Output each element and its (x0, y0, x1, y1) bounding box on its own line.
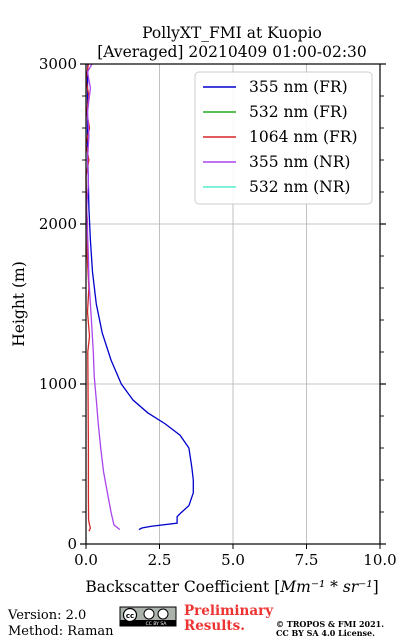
y-tick-label: 2000 (39, 215, 77, 233)
y-tick-label: 3000 (39, 55, 77, 73)
x-tick-label: 7.5 (295, 551, 319, 569)
x-axis-label-prefix: Backscatter Coefficient [ (85, 578, 280, 596)
method-text: Method: Raman (8, 624, 114, 639)
x-axis-label-suffix: ] (373, 578, 379, 596)
cc-license-icon: cc CC BY SA (119, 606, 177, 627)
cc-license-badge-text: CC BY SA (146, 621, 168, 627)
x-tick-label: 0.0 (74, 551, 98, 569)
legend-label-1: 532 nm (FR) (249, 103, 348, 121)
y-tick-label: 0 (67, 535, 77, 553)
legend-label-4: 532 nm (NR) (249, 178, 350, 196)
preliminary-line1: Preliminary (184, 603, 274, 619)
axis-ticks: 0.0 2.5 5.0 7.5 10.0 0 1000 2000 3000 (39, 55, 397, 569)
chart-title: PollyXT_FMI at Kuopio (142, 24, 322, 42)
series-line-0 (86, 63, 194, 531)
version-text: Version: 2.0 (7, 608, 86, 623)
copyright-line1: © TROPOS & FMI 2021. (276, 619, 384, 629)
x-tick-label: 2.5 (148, 551, 172, 569)
chart-subtitle: [Averaged] 20210409 01:00-02:30 (97, 43, 367, 61)
legend-box (194, 71, 373, 205)
x-axis-label-units: Mm⁻¹ * sr⁻¹ (279, 578, 372, 596)
svg-text:cc: cc (126, 612, 134, 620)
legend: 355 nm (FR) 532 nm (FR) 1064 nm (FR) 355 nm… (194, 71, 373, 205)
y-axis-label: Height (m) (10, 261, 28, 347)
y-tick-label: 1000 (39, 375, 77, 393)
x-tick-label: 10.0 (363, 551, 396, 569)
x-axis-label: Backscatter Coefficient [Mm⁻¹ * sr⁻¹] (85, 578, 378, 596)
series-layer (85, 63, 194, 532)
x-tick-label: 5.0 (221, 551, 245, 569)
preliminary-line2: Results. (184, 618, 245, 634)
legend-label-3: 355 nm (NR) (249, 153, 350, 171)
legend-label-0: 355 nm (FR) (249, 78, 348, 96)
legend-label-2: 1064 nm (FR) (249, 128, 358, 146)
copyright-line2: CC BY SA 4.0 License. (276, 628, 375, 638)
series-line-3 (85, 63, 121, 531)
